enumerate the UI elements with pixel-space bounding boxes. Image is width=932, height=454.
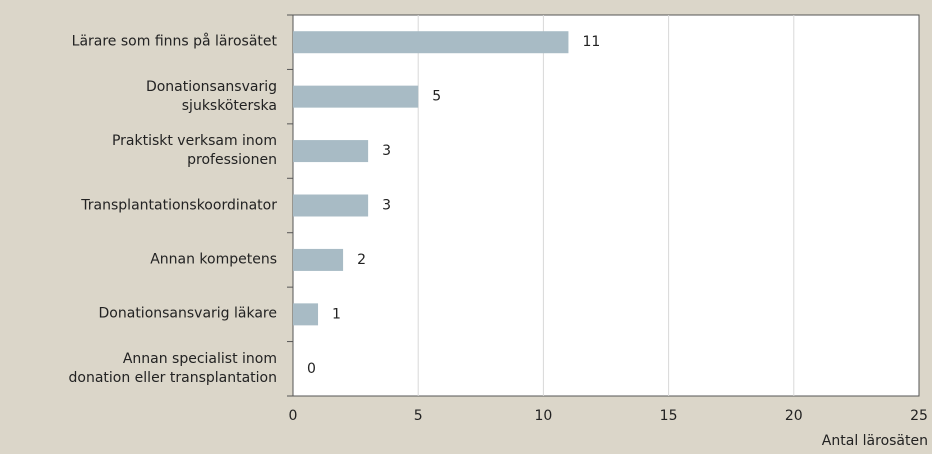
value-label: 3: [382, 198, 391, 214]
bar: [293, 140, 369, 163]
x-tick-label: 0: [289, 408, 298, 424]
bar: [293, 303, 319, 326]
x-tick-label: 25: [910, 408, 928, 424]
y-tick-label: Donationsansvarig läkare: [98, 305, 277, 322]
bar: [293, 194, 369, 217]
value-label: 0: [307, 361, 316, 377]
y-tick-label: Praktiskt verksam inom professionen: [111, 133, 277, 169]
value-label: 5: [432, 89, 441, 105]
y-tick-label: Transplantationskoordinator: [81, 197, 277, 213]
value-label: 11: [582, 34, 600, 50]
x-tick-label: 20: [785, 408, 803, 424]
value-label: 1: [332, 306, 341, 322]
y-tick-label: Annan kompetens: [150, 251, 277, 268]
y-tick-label: Donationsansvarig sjuksköterska: [145, 78, 277, 114]
bar: [293, 85, 419, 108]
y-tick-label: Annan specialist inom donation eller tra…: [68, 350, 278, 386]
x-tick-label: 5: [414, 408, 423, 424]
bar: [293, 31, 569, 54]
y-tick-label: Lärare som finns på lärosätet: [71, 33, 277, 50]
plot-area: [292, 14, 920, 397]
x-axis-label: Antal lärosäten: [822, 433, 928, 449]
bar: [293, 248, 344, 271]
x-tick-label: 15: [660, 408, 678, 424]
value-label: 2: [357, 252, 366, 268]
value-label: 3: [382, 143, 391, 159]
x-tick-label: 10: [534, 408, 552, 424]
